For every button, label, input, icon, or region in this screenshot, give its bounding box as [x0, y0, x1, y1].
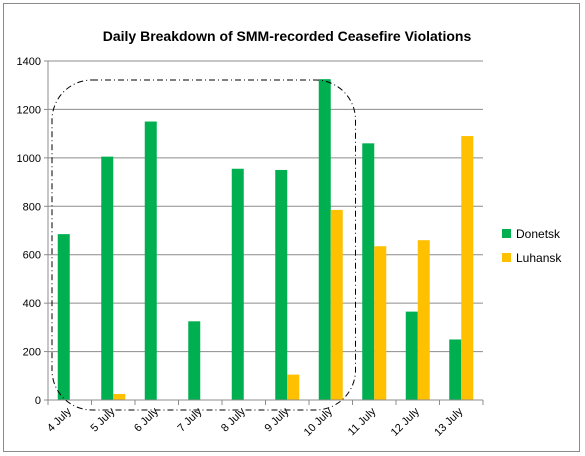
bar-donetsk — [405, 311, 418, 400]
bar-luhansk — [330, 209, 343, 400]
bar-donetsk — [57, 234, 70, 400]
bar-luhansk — [113, 393, 126, 400]
x-tick-label: 13 July — [432, 405, 465, 438]
bar-donetsk — [101, 156, 114, 400]
y-tick-label: 800 — [23, 201, 41, 213]
legend: Donetsk Luhansk — [502, 227, 562, 265]
legend-swatch-luhansk — [502, 253, 511, 262]
bar-luhansk — [374, 246, 387, 400]
bar-donetsk — [318, 79, 331, 401]
x-tick-label: 4 July — [45, 405, 74, 434]
y-tick-label: 1200 — [17, 104, 41, 116]
x-tick-label: 12 July — [389, 405, 422, 438]
bar-donetsk — [362, 143, 375, 401]
bar-luhansk — [461, 136, 474, 401]
bar-donetsk — [449, 339, 462, 400]
bar-luhansk — [417, 240, 430, 400]
annotation — [51, 79, 356, 411]
bars — [57, 79, 474, 401]
chart-title: Daily Breakdown of SMM-recorded Ceasefir… — [103, 28, 472, 44]
y-tick-label: 1400 — [17, 56, 41, 68]
legend-label-luhansk: Luhansk — [516, 251, 562, 265]
y-tick-label: 600 — [23, 250, 41, 262]
bar-donetsk — [144, 121, 157, 401]
y-tick-label: 1000 — [17, 153, 41, 165]
bar-donetsk — [231, 168, 244, 400]
x-tick-label: 11 July — [346, 405, 379, 438]
legend-label-donetsk: Donetsk — [516, 227, 561, 241]
bar-donetsk — [188, 321, 201, 400]
bar-luhansk — [287, 374, 300, 400]
y-tick-label: 0 — [35, 395, 41, 407]
bar-donetsk — [275, 169, 288, 400]
annotation-box — [51, 79, 356, 411]
legend-swatch-donetsk — [502, 229, 511, 238]
y-tick-label: 400 — [23, 298, 41, 310]
y-tick-label: 200 — [23, 347, 41, 359]
